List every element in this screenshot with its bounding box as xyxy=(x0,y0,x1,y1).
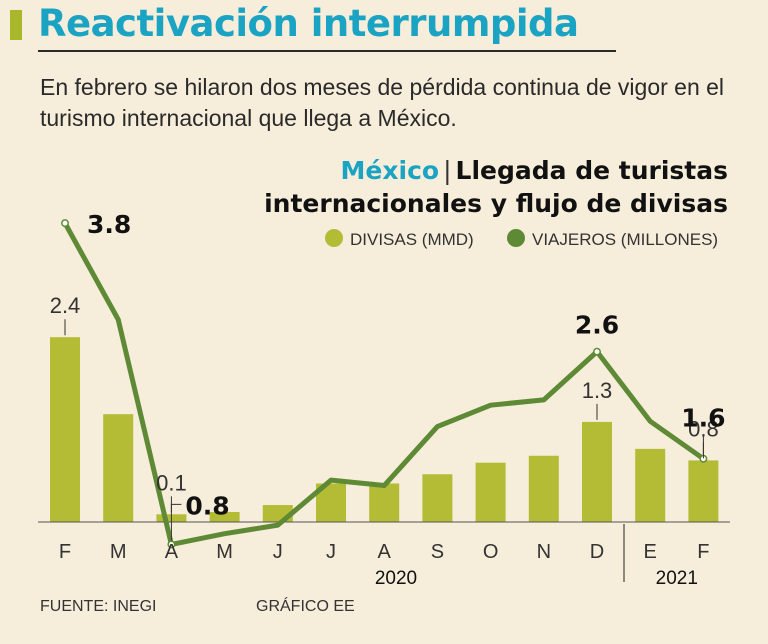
bar-divisas-11 xyxy=(635,448,666,522)
line-point-viajeros-2 xyxy=(167,540,176,549)
bar-divisas-6 xyxy=(369,483,400,522)
x-tick-label-3: M xyxy=(216,541,233,563)
point-label-12: 1.6 xyxy=(681,404,725,433)
line-point-viajeros-0 xyxy=(61,219,69,228)
legend-swatch-divisas xyxy=(325,229,343,247)
point-label-2: 0.8 xyxy=(185,491,229,520)
x-tick-label-7: S xyxy=(431,541,444,563)
point-label-0: 3.8 xyxy=(87,210,131,239)
x-tick-label-6: A xyxy=(378,541,392,563)
legend-swatch-viajeros xyxy=(507,229,525,247)
page-title: Reactivación interrumpida xyxy=(38,2,579,45)
footer-source: FUENTE: INEGI xyxy=(40,598,157,615)
chart-heading: México | Llegada de turistas internacional… xyxy=(264,154,728,220)
x-tick-label-11: E xyxy=(644,541,657,563)
x-tick-label-2: A xyxy=(165,541,179,563)
bar-divisas-1 xyxy=(103,414,134,522)
chart-heading-line-1: México | Llegada de turistas xyxy=(264,154,728,187)
title-underline xyxy=(38,50,616,52)
year-labels: 2020 2021 xyxy=(375,568,698,589)
x-tick-label-8: O xyxy=(483,541,499,563)
x-tick-label-1: M xyxy=(110,541,127,563)
title-accent-bar xyxy=(10,10,22,40)
line-points-viajeros xyxy=(61,219,708,549)
x-tick-label-10: D xyxy=(590,541,604,563)
bar-divisas-3 xyxy=(209,511,240,522)
year-label-2020: 2020 xyxy=(375,568,417,589)
legend: DIVISAS (MMD) VIAJEROS (MILLONES) xyxy=(325,229,718,249)
bar-divisas-8 xyxy=(475,462,506,522)
bar-divisas-12 xyxy=(688,460,719,522)
chart-heading-text-1: Llegada de turistas xyxy=(455,156,728,185)
legend-label-viajeros: VIAJEROS (MILLONES) xyxy=(532,230,718,249)
point-label-10: 2.6 xyxy=(575,311,619,340)
bars-divisas xyxy=(50,337,719,522)
bar-divisas-9 xyxy=(528,455,559,522)
x-tick-label-4: J xyxy=(273,541,283,563)
x-tick-label-9: N xyxy=(537,541,551,563)
line-point-viajeros-10 xyxy=(593,347,601,356)
bar-label-10: 1.3 xyxy=(582,378,613,403)
bar-divisas-10 xyxy=(582,421,612,522)
legend-label-divisas: DIVISAS (MMD) xyxy=(350,230,474,249)
chart-heading-country: México xyxy=(340,156,440,185)
chart-heading-line-2: internacionales y flujo de divisas xyxy=(264,189,728,218)
bar-divisas-7 xyxy=(422,474,453,522)
x-tick-label-0: F xyxy=(59,541,71,563)
page-subtitle: En febrero se hilaron dos meses de pérdi… xyxy=(40,74,725,131)
legend-item-divisas: DIVISAS (MMD) xyxy=(325,229,474,249)
bar-label-2: 0.1 xyxy=(156,470,187,495)
bar-divisas-0 xyxy=(50,337,80,522)
x-tick-label-12: F xyxy=(697,541,709,563)
legend-item-viajeros: VIAJEROS (MILLONES) xyxy=(507,229,718,249)
footer-credit: GRÁFICO EE xyxy=(256,598,355,615)
bar-label-0: 2.4 xyxy=(50,293,81,318)
point-label-leader-2 xyxy=(170,503,182,541)
x-tick-label-5: J xyxy=(326,541,336,563)
point-labels: 3.8 0.8 2.6 1.6 xyxy=(87,210,726,541)
chart-heading-separator: | xyxy=(443,156,452,185)
year-label-2021: 2021 xyxy=(656,568,698,589)
